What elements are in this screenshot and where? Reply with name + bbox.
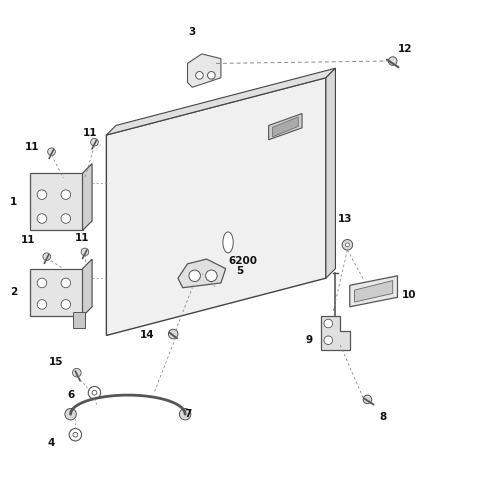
Text: 9: 9 bbox=[306, 335, 313, 345]
Polygon shape bbox=[30, 269, 83, 316]
Circle shape bbox=[88, 386, 101, 399]
Polygon shape bbox=[188, 54, 221, 87]
Circle shape bbox=[196, 72, 203, 79]
Text: 15: 15 bbox=[49, 357, 63, 367]
Text: 7: 7 bbox=[184, 409, 191, 419]
Circle shape bbox=[91, 138, 98, 146]
Text: 11: 11 bbox=[75, 233, 90, 242]
Bar bbox=[73, 312, 85, 328]
Circle shape bbox=[37, 214, 47, 223]
Circle shape bbox=[61, 190, 71, 199]
Polygon shape bbox=[273, 117, 298, 137]
Circle shape bbox=[168, 329, 178, 339]
Circle shape bbox=[81, 248, 89, 256]
Text: 11: 11 bbox=[83, 128, 97, 138]
Circle shape bbox=[43, 253, 50, 261]
Text: 2: 2 bbox=[10, 288, 17, 298]
Polygon shape bbox=[178, 259, 226, 288]
Circle shape bbox=[180, 408, 191, 420]
Polygon shape bbox=[350, 276, 397, 307]
Text: 8: 8 bbox=[380, 411, 387, 421]
Circle shape bbox=[324, 319, 333, 328]
Polygon shape bbox=[30, 173, 83, 230]
Polygon shape bbox=[321, 316, 350, 350]
Circle shape bbox=[346, 243, 349, 247]
Circle shape bbox=[65, 408, 76, 420]
Circle shape bbox=[61, 214, 71, 223]
Circle shape bbox=[205, 270, 217, 281]
Circle shape bbox=[92, 390, 97, 395]
Text: 3: 3 bbox=[189, 27, 196, 37]
Circle shape bbox=[72, 368, 81, 377]
Circle shape bbox=[37, 300, 47, 309]
Circle shape bbox=[69, 429, 82, 441]
Polygon shape bbox=[326, 68, 336, 278]
Polygon shape bbox=[223, 232, 233, 253]
Polygon shape bbox=[83, 164, 92, 230]
Polygon shape bbox=[107, 68, 336, 135]
Text: 1: 1 bbox=[10, 197, 17, 207]
Circle shape bbox=[189, 270, 200, 281]
Circle shape bbox=[37, 190, 47, 199]
Circle shape bbox=[207, 72, 215, 79]
Polygon shape bbox=[269, 114, 302, 140]
Text: 4: 4 bbox=[48, 438, 55, 448]
Text: 6: 6 bbox=[67, 390, 74, 400]
Circle shape bbox=[388, 57, 397, 65]
Text: 6200: 6200 bbox=[228, 256, 257, 266]
Circle shape bbox=[73, 432, 78, 437]
Polygon shape bbox=[107, 78, 326, 336]
Text: 10: 10 bbox=[402, 290, 417, 300]
Polygon shape bbox=[83, 259, 92, 316]
Circle shape bbox=[37, 278, 47, 288]
Text: 5: 5 bbox=[236, 266, 244, 276]
Circle shape bbox=[363, 395, 372, 404]
Text: 13: 13 bbox=[338, 214, 352, 224]
Text: 12: 12 bbox=[397, 44, 412, 54]
Circle shape bbox=[342, 240, 353, 250]
Circle shape bbox=[61, 278, 71, 288]
Circle shape bbox=[48, 148, 55, 156]
Text: 14: 14 bbox=[140, 330, 154, 340]
Polygon shape bbox=[355, 281, 393, 302]
Text: 11: 11 bbox=[25, 142, 40, 152]
Circle shape bbox=[61, 300, 71, 309]
Circle shape bbox=[324, 336, 333, 345]
Text: 11: 11 bbox=[20, 235, 35, 245]
